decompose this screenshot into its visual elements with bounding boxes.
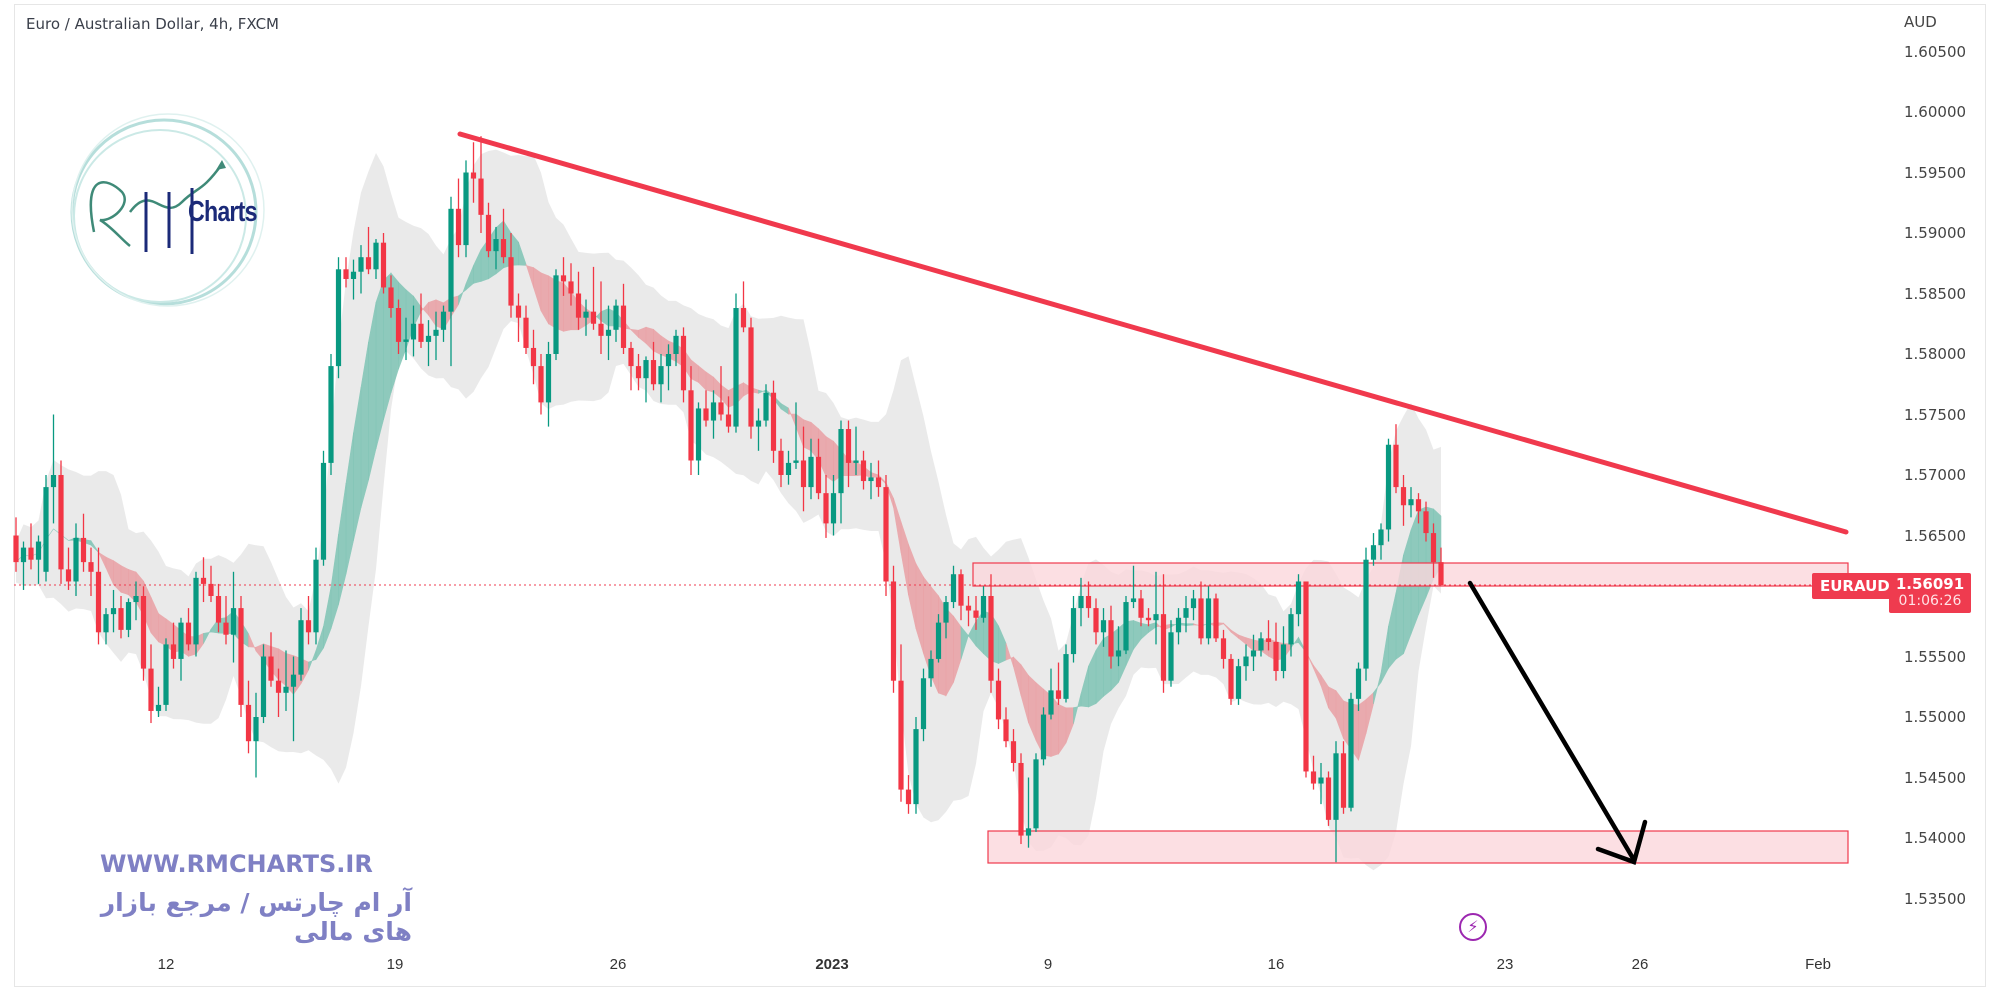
price-tick: 1.55000 [1904,708,1967,726]
logo-text: Charts [188,196,257,228]
watermark-url: WWW.RMCHARTS.IR [100,850,373,878]
rm-charts-logo [52,112,282,312]
price-axis[interactable]: AUD 1.60500 1.60000 1.59500 1.59000 1.58500 1… [1890,4,1986,987]
time-tick: 19 [386,956,404,973]
ma-ribbon [15,219,1442,762]
time-tick: 9 [1043,956,1053,973]
lightning-icon[interactable]: ⚡︎ [1459,913,1487,941]
price-tick: 1.53500 [1904,889,1967,908]
drawings[interactable] [457,131,1849,865]
price-tick: 1.58000 [1904,345,1967,363]
logo-ring-icon [70,113,265,307]
price-tick: 1.57500 [1904,405,1967,424]
time-tick: 2023 [815,956,849,973]
candlesticks [13,136,1444,863]
watermark-tagline: آر ام چارتس / مرجع بازار های مالی [100,888,412,946]
time-tick: 23 [1496,956,1514,973]
time-tick: 12 [157,956,175,973]
symbol-tag: EURAUD [1812,573,1898,599]
arrowhead-icon [1595,819,1648,865]
last-price-value: 1.56091 [1895,575,1965,593]
price-tick: 1.56500 [1904,526,1967,545]
descending-trendline[interactable] [457,131,1849,535]
price-tick: 1.60500 [1904,42,1967,61]
price-tick: 1.58500 [1904,284,1967,303]
last-price-tag: 1.56091 01:06:26 [1889,573,1971,613]
time-tick: Feb [1805,956,1831,973]
chart-title: Euro / Australian Dollar, 4h, FXCM [26,15,279,33]
time-tick: 26 [1631,956,1649,973]
support-zone[interactable] [987,830,1849,864]
price-tick: 1.54000 [1904,829,1967,847]
resistance-zone[interactable] [972,562,1849,587]
axis-currency-label: AUD [1904,13,1937,31]
price-tick: 1.57000 [1904,466,1967,484]
price-tick: 1.60000 [1904,103,1967,121]
projection-arrow[interactable] [1467,580,1637,863]
price-tick: 1.59000 [1904,224,1967,242]
bar-countdown: 01:06:26 [1898,593,1962,609]
price-tick: 1.59500 [1904,163,1967,182]
time-tick: 26 [609,956,627,973]
time-tick: 16 [1267,956,1285,973]
price-tick: 1.54500 [1904,768,1967,787]
price-tick: 1.55500 [1904,647,1967,666]
price-zones[interactable] [972,562,1849,864]
